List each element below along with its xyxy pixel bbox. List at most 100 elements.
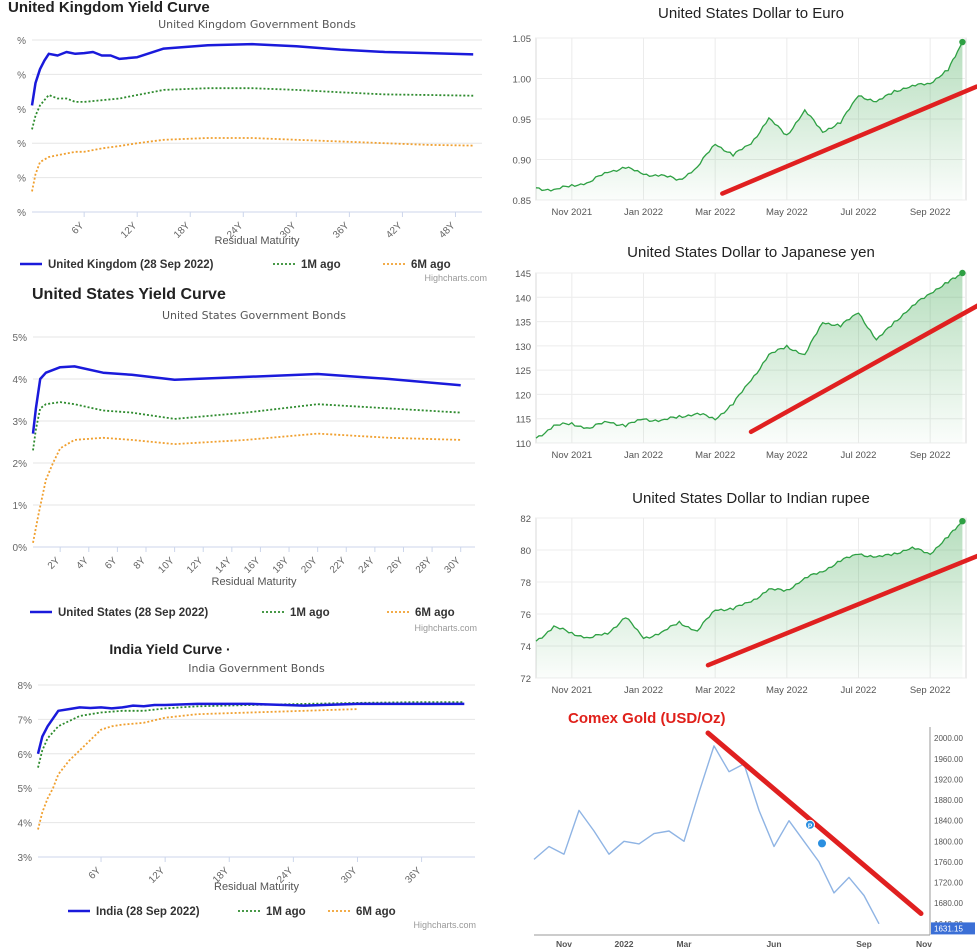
- price-line: [535, 41, 963, 192]
- trend-line: [705, 553, 977, 668]
- y-tick-label: %: [17, 36, 26, 47]
- y-tick-label: 74: [520, 642, 531, 653]
- legend-label: 1M ago: [290, 607, 330, 619]
- y-tick-label: %: [17, 139, 26, 150]
- x-axis-label: Residual Maturity: [214, 881, 299, 893]
- y-tick-label: 0.85: [513, 196, 532, 207]
- x-tick-label: Sep 2022: [910, 450, 951, 461]
- y-tick-label: %: [17, 208, 26, 219]
- x-tick-label: 28Y: [414, 555, 435, 576]
- chart-subtitle: United Kingdom Government Bonds: [158, 18, 356, 31]
- y-tick-label: %: [17, 70, 26, 81]
- y-tick-label: 1760.00: [934, 858, 963, 867]
- y-tick-label: 1880.00: [934, 796, 963, 805]
- chart-title: United Kingdom Yield Curve: [8, 0, 210, 16]
- gold-panel: Comex Gold (USD/Oz) 2000.00 1960.00 1920.00…: [510, 703, 977, 952]
- y-tick-label: 3%: [13, 417, 28, 428]
- x-tick-label: Sep 2022: [910, 685, 951, 696]
- series-line: [36, 702, 465, 755]
- y-tick-label: 1680.00: [934, 899, 963, 908]
- series-line: [31, 87, 474, 130]
- x-tick-label: Jan 2022: [624, 450, 663, 461]
- x-tick-label: 12Y: [119, 220, 140, 241]
- chart-title: India Yield Curve ·: [109, 641, 230, 657]
- legend-label: 1M ago: [266, 906, 306, 918]
- chart-title: United States Dollar to Indian rupee: [632, 490, 870, 507]
- y-tick-label: 120: [515, 390, 531, 401]
- x-tick-label: May 2022: [766, 450, 808, 461]
- chart-title: United States Yield Curve: [32, 286, 226, 303]
- y-tick-label: 82: [520, 514, 531, 525]
- price-line: [535, 272, 963, 439]
- x-tick-label: Jul 2022: [841, 450, 877, 461]
- y-tick-label: 115: [516, 415, 531, 426]
- x-axis-label: Residual Maturity: [212, 576, 297, 588]
- y-tick-label: 110: [516, 439, 531, 450]
- marker-dot: [817, 838, 827, 849]
- x-tick-label: Jun: [766, 939, 781, 949]
- y-tick-label: 140: [515, 293, 531, 304]
- x-tick-label: 22Y: [328, 555, 349, 576]
- x-axis-label: Residual Maturity: [215, 235, 300, 247]
- y-tick-label: 3%: [18, 853, 33, 864]
- x-tick-label: 14Y: [214, 555, 235, 576]
- x-tick-label: 36Y: [331, 220, 352, 241]
- y-tick-label: 130: [515, 342, 531, 353]
- x-tick-label: May 2022: [766, 685, 808, 696]
- x-tick-label: 30Y: [442, 555, 463, 576]
- india-yield-panel: India Yield Curve · India Government Bond…: [0, 635, 495, 952]
- x-tick-label: Jan 2022: [624, 685, 663, 696]
- x-tick-label: 42Y: [384, 220, 405, 241]
- usd-eur-chart: United States Dollar to Euro 0.85 0.90 0.95…: [513, 5, 977, 218]
- credit-label: Highcharts.com: [414, 623, 477, 633]
- y-tick-label: 80: [520, 546, 531, 557]
- area-fill: [536, 521, 963, 678]
- x-tick-label: 20Y: [299, 555, 320, 576]
- y-tick-label: 0.90: [513, 156, 532, 167]
- x-tick-label: Nov 2021: [551, 685, 592, 696]
- y-tick-label: 5%: [18, 784, 33, 795]
- y-tick-label: 0%: [13, 543, 28, 554]
- x-tick-label: Nov 2021: [551, 450, 592, 461]
- y-tick-label: 8%: [18, 681, 33, 692]
- x-tick-label: 2Y: [46, 555, 63, 572]
- x-tick-label: 4Y: [74, 555, 91, 572]
- y-tick-label: 1%: [13, 501, 28, 512]
- y-tick-label: 1800.00: [934, 837, 963, 846]
- usd-inr-chart: United States Dollar to Indian rupee 72 74…: [520, 490, 977, 696]
- legend-label: India (28 Sep 2022): [96, 906, 200, 918]
- chart-title: Comex Gold (USD/Oz): [568, 710, 726, 727]
- chart-subtitle: India Government Bonds: [188, 662, 325, 675]
- x-tick-label: Jan 2022: [624, 207, 663, 218]
- usd-eur-panel: United States Dollar to Euro 0.85 0.90 0.95…: [500, 0, 977, 235]
- x-tick-label: 26Y: [385, 555, 406, 576]
- y-tick-label: 1720.00: [934, 879, 963, 888]
- x-tick-label: 6Y: [103, 555, 120, 572]
- legend-label: 1M ago: [301, 259, 341, 271]
- x-tick-label: 2022: [615, 939, 634, 949]
- x-tick-label: 6Y: [70, 220, 87, 237]
- usd-jpy-panel: United States Dollar to Japanese yen 110 1…: [500, 235, 977, 480]
- y-tick-label: 145: [515, 269, 531, 280]
- series-line: [37, 701, 465, 768]
- x-tick-label: Mar: [676, 939, 692, 949]
- us-yield-panel: United States Yield Curve United States G…: [0, 285, 495, 635]
- x-tick-label: 8Y: [132, 555, 149, 572]
- y-tick-label: %: [17, 105, 26, 116]
- uk-yield-chart: United Kingdom Yield Curve United Kingdom…: [8, 0, 487, 283]
- series-line: [37, 708, 358, 830]
- y-tick-label: 72: [520, 674, 531, 685]
- y-tick-label: 125: [515, 366, 531, 377]
- credit-label: Highcharts.com: [413, 920, 476, 930]
- x-tick-label: 6Y: [87, 865, 104, 882]
- trend-line: [720, 84, 977, 196]
- legend-label: United States (28 Sep 2022): [58, 607, 208, 619]
- x-tick-label: Nov: [556, 939, 572, 949]
- y-tick-label: 1840.00: [934, 817, 963, 826]
- x-tick-label: 30Y: [339, 865, 360, 886]
- india-yield-chart: India Yield Curve · India Government Bond…: [18, 641, 476, 930]
- x-tick-label: Mar 2022: [695, 450, 735, 461]
- series-line: [32, 432, 461, 543]
- x-tick-label: 18Y: [172, 220, 193, 241]
- x-tick-label: Jul 2022: [841, 207, 877, 218]
